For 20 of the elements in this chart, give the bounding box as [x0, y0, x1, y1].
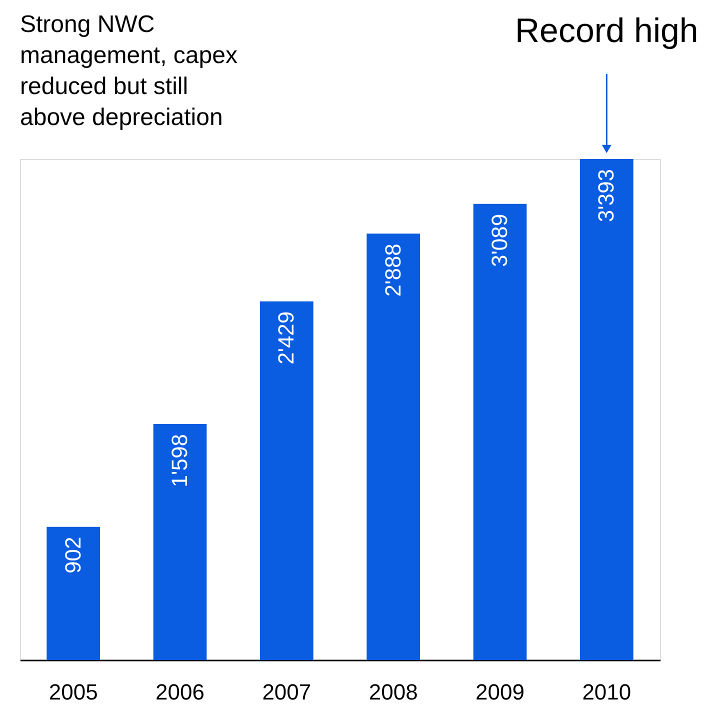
x-tick-label: 2008	[368, 680, 418, 704]
text: Record high	[514, 12, 698, 50]
data-label: 902	[60, 536, 86, 574]
x-tick-label: 2010	[582, 680, 632, 704]
bar	[366, 234, 420, 660]
x-tick-label: 2007	[262, 680, 312, 704]
data-label: 2'429	[274, 311, 299, 364]
x-tick-label: 2005	[48, 680, 98, 704]
bar	[46, 526, 100, 660]
data-label: 1'598	[167, 434, 192, 488]
data-label: 3'393	[594, 169, 619, 222]
data-label: 3'089	[487, 214, 512, 268]
text: Strong NWC management, capex reduced but still above depreciation	[20, 11, 238, 131]
x-tick-label: 2009	[476, 680, 524, 704]
bar	[580, 159, 634, 660]
bar	[473, 204, 527, 660]
data-label: 2'888	[380, 244, 406, 297]
x-tick-label: 2006	[156, 680, 204, 704]
bar	[260, 301, 314, 660]
bar	[153, 424, 207, 660]
